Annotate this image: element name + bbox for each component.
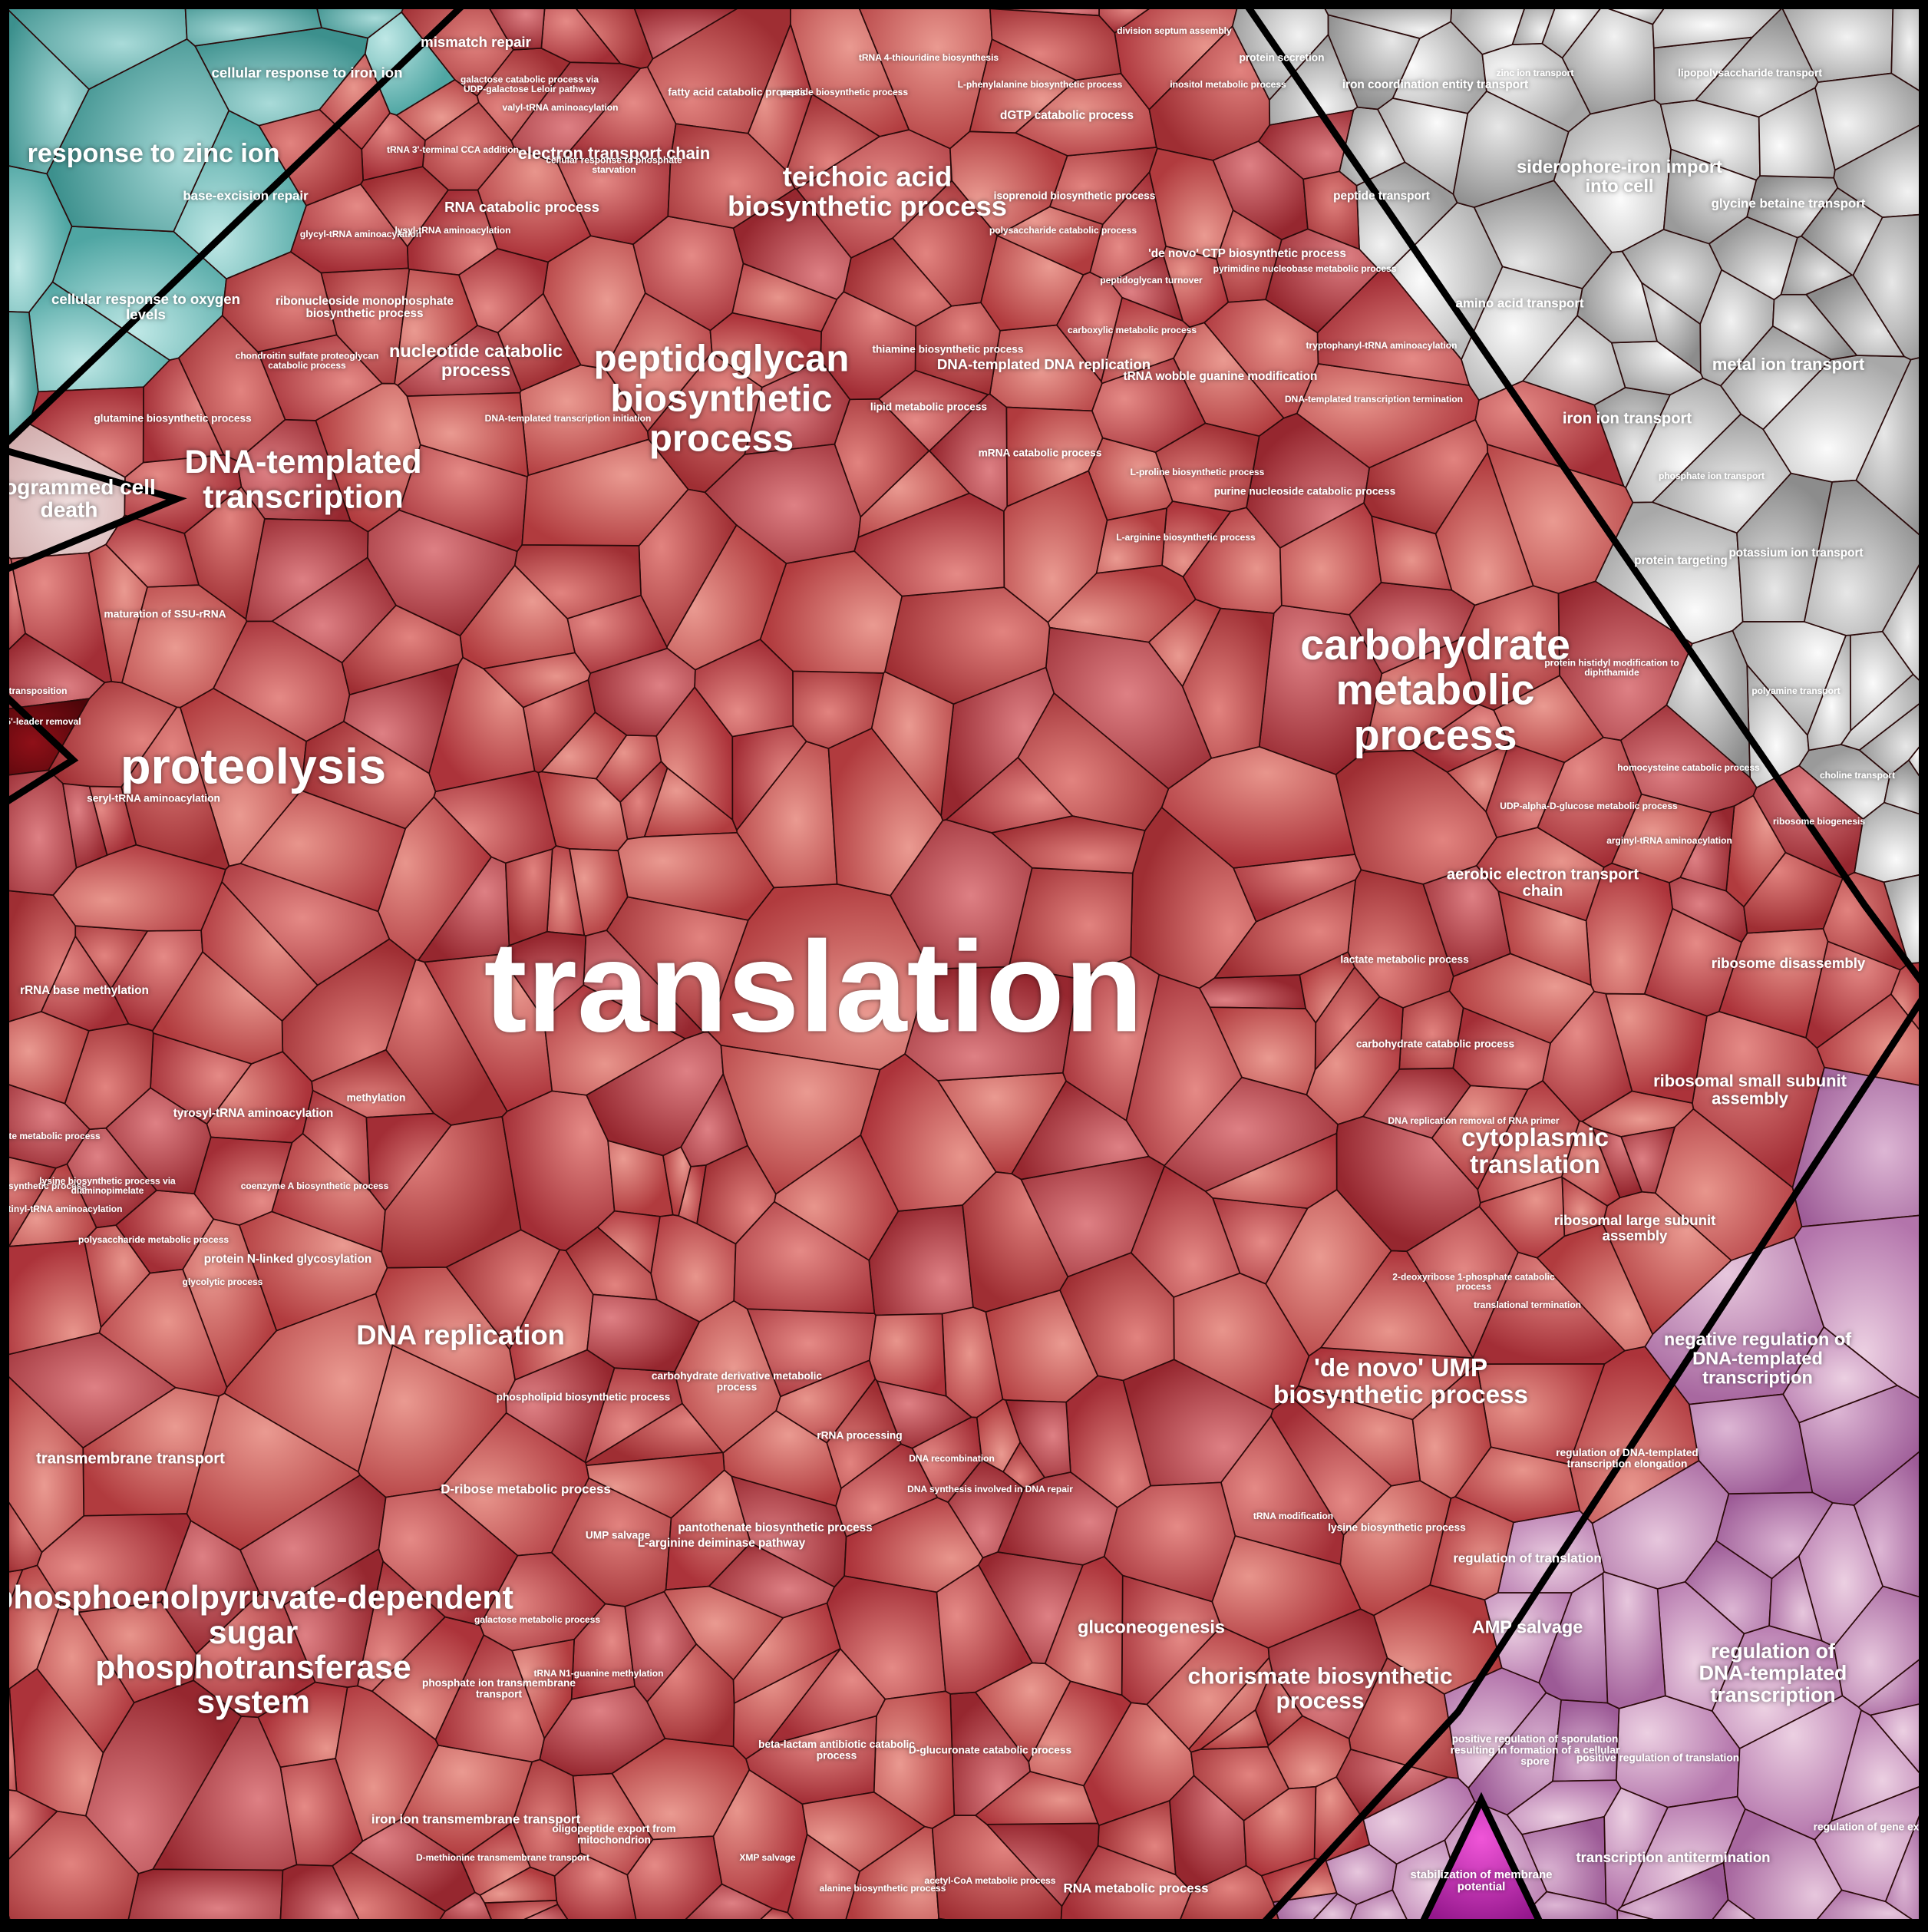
svg-text:L-phenylalanine biosynthetic p: L-phenylalanine biosynthetic process [958,79,1123,90]
svg-text:transmembrane transport: transmembrane transport [36,1450,225,1467]
svg-text:polyamine transport: polyamine transport [1751,685,1840,696]
svg-text:DNA replication: DNA replication [356,1319,565,1351]
svg-text:tyrosyl-tRNA aminoacylation: tyrosyl-tRNA aminoacylation [173,1107,334,1120]
svg-text:zinc ion transport: zinc ion transport [1497,68,1574,78]
svg-text:protein N-linked glycosylation: protein N-linked glycosylation [204,1253,371,1266]
svg-text:D-glucuronate catabolic proces: D-glucuronate catabolic process [909,1744,1072,1755]
svg-text:base-excision repair: base-excision repair [183,188,309,203]
svg-text:peptide transport: peptide transport [1333,190,1430,203]
svg-text:ribosome biogenesis: ribosome biogenesis [1773,816,1865,827]
svg-text:DNA replication removal of RNA: DNA replication removal of RNA primer [1388,1115,1559,1126]
svg-text:tRNA 4-thiouridine biosynthesi: tRNA 4-thiouridine biosynthesis [859,52,999,63]
svg-text:thiamine biosynthetic process: thiamine biosynthetic process [873,343,1024,355]
svg-text:L-arginine deiminase pathway: L-arginine deiminase pathway [638,1537,806,1550]
svg-text:oxaloacetate metabolic process: oxaloacetate metabolic process [0,1131,101,1141]
svg-text:DNA-templated DNA replication: DNA-templated DNA replication [937,356,1151,372]
svg-text:lipid metabolic process: lipid metabolic process [870,401,988,412]
svg-text:polysaccharide metabolic proce: polysaccharide metabolic process [78,1234,229,1245]
svg-text:glycine betaine transport: glycine betaine transport [1712,196,1866,210]
svg-text:lactate metabolic process: lactate metabolic process [1340,953,1469,965]
svg-text:choline transport: choline transport [1820,770,1895,781]
svg-text:regulation of translation: regulation of translation [1453,1551,1601,1565]
svg-text:phosphate ion transport: phosphate ion transport [1659,471,1765,481]
svg-text:RNA metabolic process: RNA metabolic process [1064,1881,1209,1895]
svg-text:purine nucleoside catabolic pr: purine nucleoside catabolic process [1214,485,1396,497]
svg-text:valyl-tRNA aminoacylation: valyl-tRNA aminoacylation [503,102,619,113]
svg-text:inositol metabolic process: inositol metabolic process [1170,79,1286,90]
svg-text:iron ion transmembrane transpo: iron ion transmembrane transport [371,1811,581,1826]
svg-text:lysyl-tRNA aminoacylation: lysyl-tRNA aminoacylation [395,225,511,236]
svg-text:protein targeting: protein targeting [1634,554,1728,567]
svg-text:arginyl-tRNA aminoacylation: arginyl-tRNA aminoacylation [1606,835,1732,846]
svg-text:dGTP catabolic process: dGTP catabolic process [1000,109,1134,122]
svg-text:methylation: methylation [347,1091,406,1103]
svg-text:galactose catabolic process vi: galactose catabolic process viaUDP-galac… [461,74,599,95]
svg-text:positive regulation of transla: positive regulation of translation [1576,1752,1739,1763]
svg-text:tryptophanyl-tRNA aminoacylati: tryptophanyl-tRNA aminoacylation [1306,340,1458,351]
svg-text:D-ribose metabolic process: D-ribose metabolic process [441,1481,611,1496]
svg-text:maturation of SSU-rRNA: maturation of SSU-rRNA [104,608,226,619]
svg-text:mismatch repair: mismatch repair [421,34,531,50]
svg-text:DNA transposition: DNA transposition [0,685,67,696]
svg-text:amino acid transport: amino acid transport [1455,296,1583,310]
svg-text:tRNA modification: tRNA modification [1253,1511,1333,1521]
svg-text:AMP salvage: AMP salvage [1472,1617,1583,1637]
svg-text:iron ion transport: iron ion transport [1563,410,1692,427]
svg-text:division septum assembly: division septum assembly [1117,25,1232,36]
svg-text:protein secretion: protein secretion [1239,51,1324,63]
svg-text:polysaccharide catabolic proce: polysaccharide catabolic process [989,225,1137,236]
svg-text:cellular response to iron ion: cellular response to iron ion [211,64,402,81]
svg-text:glycolytic process: glycolytic process [183,1276,263,1287]
svg-text:regulation of gene expression: regulation of gene expression [1814,1821,1928,1832]
svg-text:ribosome disassembly: ribosome disassembly [1712,955,1866,971]
svg-text:UDP-alpha-D-glucose metabolic: UDP-alpha-D-glucose metabolic process [1500,801,1678,811]
svg-text:acetyl-CoA metabolic process: acetyl-CoA metabolic process [925,1875,1056,1886]
svg-text:gluconeogenesis: gluconeogenesis [1078,1617,1225,1637]
svg-text:tRNA 5'-leader removal: tRNA 5'-leader removal [0,716,81,727]
svg-text:response to zinc ion: response to zinc ion [28,139,280,168]
svg-text:mRNA catabolic process: mRNA catabolic process [979,447,1102,458]
svg-text:peptidoglycan turnover: peptidoglycan turnover [1100,275,1203,286]
svg-text:carbohydrate catabolic process: carbohydrate catabolic process [1356,1038,1515,1049]
svg-text:proteolysis: proteolysis [121,738,386,794]
svg-text:glutamine biosynthetic process: glutamine biosynthetic process [94,412,252,424]
svg-text:RNA catabolic process: RNA catabolic process [444,199,599,215]
svg-text:cystinyl-tRNA aminoacylation: cystinyl-tRNA aminoacylation [0,1204,122,1214]
svg-text:carboxylic metabolic process: carboxylic metabolic process [1068,325,1197,335]
svg-text:D-methionine transmembrane tra: D-methionine transmembrane transport [416,1852,589,1863]
svg-text:tRNA wobble guanine modificati: tRNA wobble guanine modification [1124,370,1318,383]
svg-text:peptide biosynthetic process: peptide biosynthetic process [781,87,908,97]
svg-text:pyrimidine nucleobase metaboli: pyrimidine nucleobase metabolic process [1213,263,1397,274]
svg-text:rRNA base methylation: rRNA base methylation [20,984,149,997]
svg-text:L-proline biosynthetic process: L-proline biosynthetic process [1131,467,1265,477]
svg-text:DNA-templated transcription in: DNA-templated transcription initiation [485,413,652,424]
svg-text:transcription antitermination: transcription antitermination [1576,1849,1770,1865]
svg-text:DNA recombination: DNA recombination [909,1453,995,1464]
svg-text:homocysteine catabolic process: homocysteine catabolic process [1617,762,1760,773]
svg-text:metal ion transport: metal ion transport [1712,355,1865,374]
svg-text:XMP salvage: XMP salvage [739,1852,795,1863]
svg-text:seryl-tRNA aminoacylation: seryl-tRNA aminoacylation [87,792,220,804]
svg-text:rRNA processing: rRNA processing [817,1429,902,1441]
svg-text:pantothenate biosynthetic proc: pantothenate biosynthetic process [678,1521,872,1534]
svg-text:coenzyme A biosynthetic proces: coenzyme A biosynthetic process [241,1181,389,1191]
svg-text:potassium ion transport: potassium ion transport [1728,547,1863,560]
svg-text:translation: translation [484,914,1144,1058]
svg-text:translational termination: translational termination [1474,1300,1581,1310]
svg-text:tRNA 3'-terminal CCA addition: tRNA 3'-terminal CCA addition [387,144,519,155]
svg-text:lysine biosynthetic process: lysine biosynthetic process [1328,1521,1466,1533]
svg-text:'de novo' CTP biosynthetic pro: 'de novo' CTP biosynthetic process [1148,247,1346,260]
svg-text:lipopolysaccharide transport: lipopolysaccharide transport [1678,67,1822,78]
svg-text:iron coordination entity trans: iron coordination entity transport [1342,78,1528,91]
svg-text:isoprenoid biosynthetic proces: isoprenoid biosynthetic process [994,190,1156,201]
svg-text:DNA-templated transcription te: DNA-templated transcription termination [1285,394,1463,405]
svg-text:DNA synthesis involved in DNA: DNA synthesis involved in DNA repair [907,1484,1073,1494]
svg-text:galactose metabolic process: galactose metabolic process [474,1614,600,1625]
svg-text:phospholipid biosynthetic proc: phospholipid biosynthetic process [497,1391,671,1402]
svg-text:L-arginine biosynthetic proces: L-arginine biosynthetic process [1116,532,1256,543]
